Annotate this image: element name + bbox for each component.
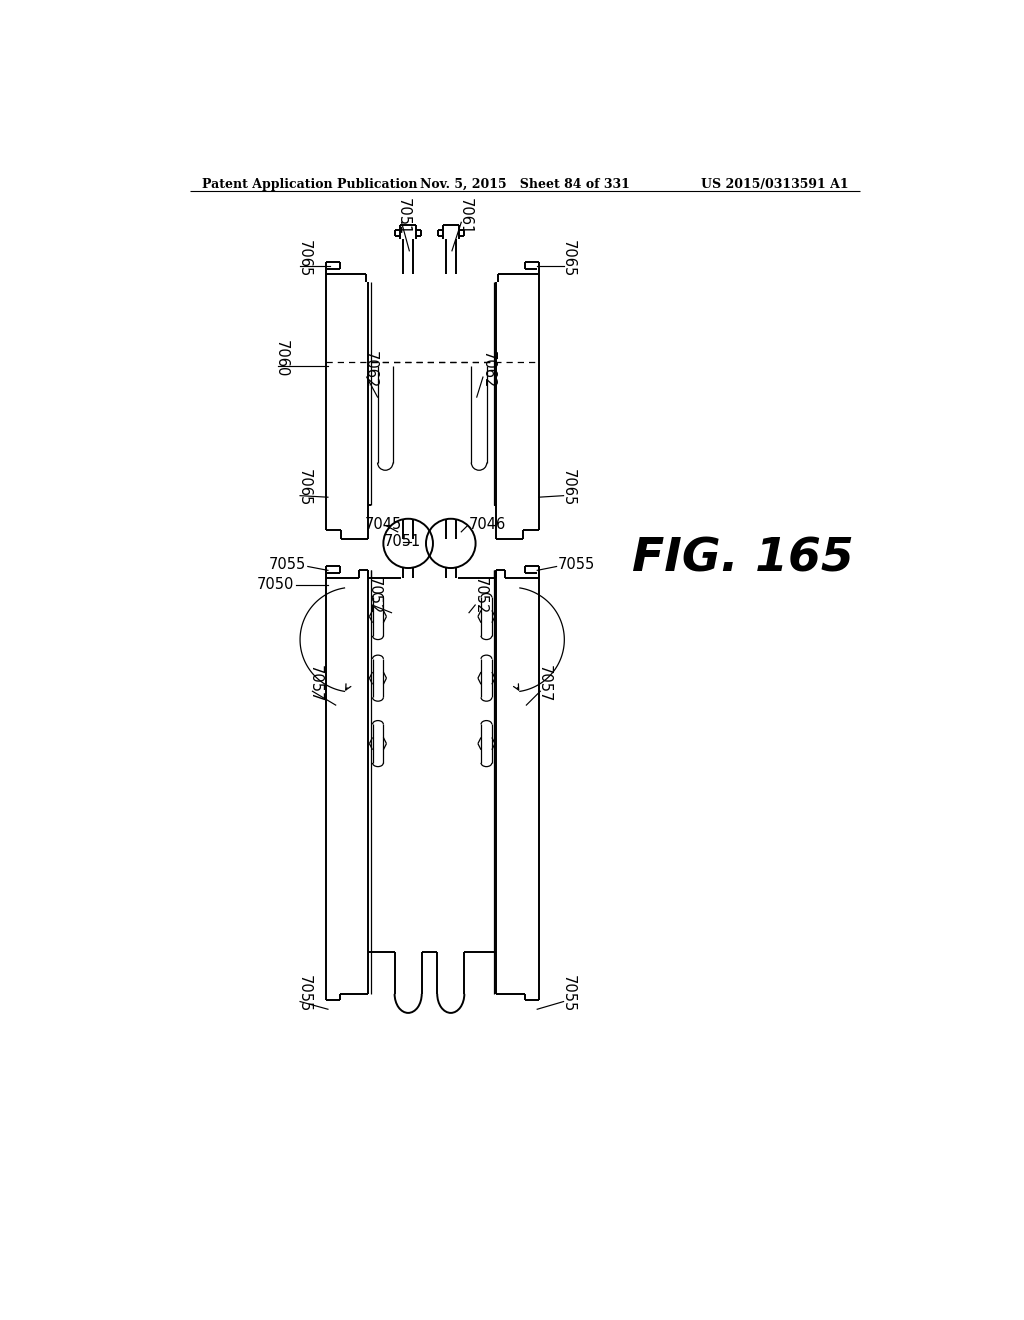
Text: 7062: 7062 <box>362 351 378 389</box>
Text: 7055: 7055 <box>269 557 306 573</box>
Text: 7055: 7055 <box>558 557 595 573</box>
Text: 7057: 7057 <box>308 665 323 702</box>
Text: 7051: 7051 <box>384 535 421 549</box>
Text: 7062: 7062 <box>480 351 496 389</box>
Text: 7045: 7045 <box>365 516 401 532</box>
Text: 7052: 7052 <box>473 577 487 614</box>
Text: Patent Application Publication: Patent Application Publication <box>202 178 417 190</box>
Text: 7065: 7065 <box>560 470 575 507</box>
Text: 7065: 7065 <box>297 470 312 507</box>
Text: US 2015/0313591 A1: US 2015/0313591 A1 <box>701 178 849 190</box>
Text: 7057: 7057 <box>538 665 552 702</box>
Text: 7051: 7051 <box>395 198 411 235</box>
Text: 7061: 7061 <box>458 198 472 235</box>
Text: 7055: 7055 <box>560 975 575 1012</box>
Text: 7065: 7065 <box>560 240 575 277</box>
Text: 7055: 7055 <box>297 975 312 1012</box>
Text: 7060: 7060 <box>273 341 289 378</box>
Text: 7050: 7050 <box>257 577 295 593</box>
Text: 7065: 7065 <box>297 240 312 277</box>
Text: 7052: 7052 <box>367 577 382 614</box>
Text: 7046: 7046 <box>469 516 506 532</box>
Text: FIG. 165: FIG. 165 <box>632 536 853 581</box>
Text: Nov. 5, 2015   Sheet 84 of 331: Nov. 5, 2015 Sheet 84 of 331 <box>420 178 630 190</box>
